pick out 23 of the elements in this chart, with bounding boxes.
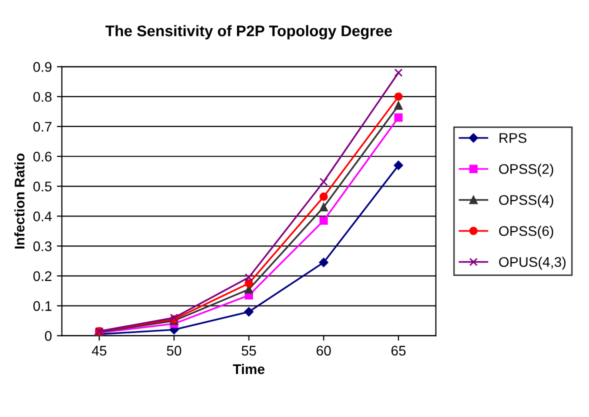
y-tick-label: 0.3: [33, 241, 52, 252]
legend-label: OPSS(6): [499, 226, 554, 239]
x-tick-label: 55: [242, 346, 256, 356]
chart-title: The Sensitivity of P2P Topology Degree: [105, 25, 392, 40]
legend-label: OPUS(4,3): [499, 256, 566, 270]
y-tick-label: 0.8: [33, 92, 52, 102]
y-tick-label: 0.2: [33, 271, 52, 282]
y-axis-title: Infection Ratio: [14, 154, 25, 248]
y-tick-label: 0: [44, 331, 52, 341]
y-tick-label: 0.6: [33, 152, 52, 162]
legend-label: OPSS(2): [499, 164, 554, 177]
y-tick-label: 0.1: [33, 301, 52, 311]
x-tick-label: 60: [316, 346, 331, 356]
x-tick-label: 65: [391, 346, 406, 356]
y-tick-label: 0.4: [33, 211, 52, 222]
y-tick-label: 0.9: [33, 62, 52, 72]
y-tick-label: 0.7: [33, 122, 52, 132]
x-tick-label: 50: [166, 346, 182, 356]
legend-label: OPSS(4): [499, 194, 554, 208]
y-tick-label: 0.5: [33, 182, 52, 192]
legend-label: RPS: [500, 133, 526, 143]
x-tick-label: 45: [92, 346, 106, 356]
x-axis-title: Time: [232, 364, 264, 374]
